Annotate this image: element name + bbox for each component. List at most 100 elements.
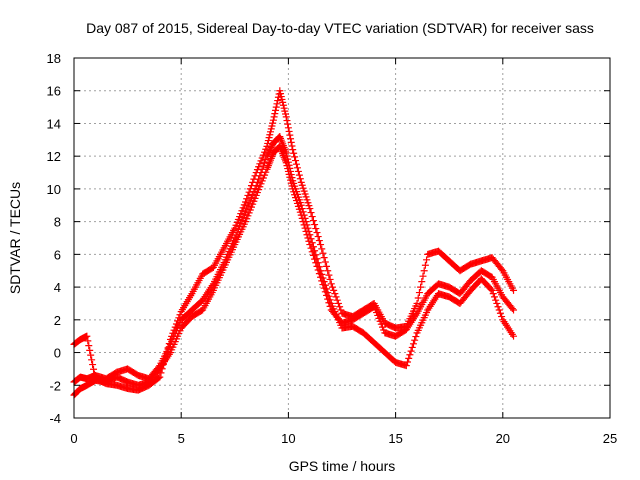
data-point [334,299,342,307]
data-point [508,305,516,313]
data-point [328,283,336,291]
y-axis-label: SDTVAR / TECUs [7,182,23,294]
data-point [337,306,345,314]
data-point [317,241,325,249]
plot-frame [73,57,611,419]
data-point [406,351,414,359]
data-point [421,261,429,269]
data-point [306,241,314,249]
data-point [270,113,278,121]
data-point [273,100,281,108]
y-tick-label: 18 [47,51,61,66]
data-point [330,286,338,294]
data-point [323,291,331,299]
data-point [487,285,495,293]
data-point [282,113,290,121]
data-point [311,221,319,229]
data-point [161,356,169,364]
data-point [284,124,292,132]
y-tick-label: 8 [54,215,61,230]
data-point [90,365,98,373]
data-point [423,256,431,264]
data-series [70,87,518,399]
data-point [245,188,253,196]
series-track-c [70,87,518,394]
data-point [262,155,270,163]
data-point [247,182,255,190]
data-point [88,356,96,364]
data-point [165,340,173,348]
data-point [331,290,339,298]
y-tick-label: 16 [47,84,61,99]
data-point [289,146,297,154]
data-point [312,259,320,267]
data-point [84,337,92,345]
data-point [418,278,426,286]
data-point [312,225,320,233]
data-point [414,294,422,302]
y-tick-label: 10 [47,182,61,197]
data-point [320,284,328,292]
data-point [413,299,421,307]
data-point [326,275,334,283]
data-point [295,171,303,179]
data-point [494,303,502,311]
data-point [159,361,167,369]
data-point [314,266,322,274]
data-point [326,302,334,310]
data-point [164,344,172,352]
data-point [510,286,518,294]
data-point [317,273,325,281]
data-point [243,195,251,203]
grid [74,58,610,418]
data-point [85,342,93,350]
data-point [304,234,312,242]
data-point [311,255,319,263]
data-point [246,185,254,193]
data-point [408,343,416,351]
data-point [510,332,518,340]
data-point [301,224,309,232]
data-point [300,221,308,229]
x-tick-label: 10 [281,431,295,446]
data-point [409,340,417,348]
data-point [158,365,166,373]
data-point [319,281,327,289]
x-axis-label: GPS time / hours [289,458,396,474]
data-point [495,306,503,314]
chart-title: Day 087 of 2015, Sidereal Day-to-day VTE… [86,20,594,36]
y-tick-label: 14 [47,116,61,131]
data-point [332,293,340,301]
data-point [174,317,182,325]
data-point [86,346,94,354]
data-point [176,311,184,319]
data-point [411,336,419,344]
data-point [336,303,344,311]
data-point [314,233,322,241]
data-point [155,374,163,382]
data-point [309,217,317,225]
data-point [272,103,280,111]
data-point [287,138,295,146]
data-point [493,299,501,307]
data-point [307,209,315,217]
data-point [402,362,410,370]
data-point [420,267,428,275]
data-point [313,229,321,237]
data-point [299,218,307,226]
data-point [269,116,277,124]
data-point [170,326,178,334]
data-point [415,289,423,297]
data-point [172,320,180,328]
data-point [319,249,327,257]
data-point [294,167,302,175]
x-tick-label: 0 [70,431,77,446]
x-tick-label: 25 [603,431,617,446]
data-point [250,175,258,183]
data-point [291,153,299,161]
data-point [498,265,506,273]
data-point [333,296,341,304]
data-point [417,283,425,291]
data-point [156,373,164,381]
